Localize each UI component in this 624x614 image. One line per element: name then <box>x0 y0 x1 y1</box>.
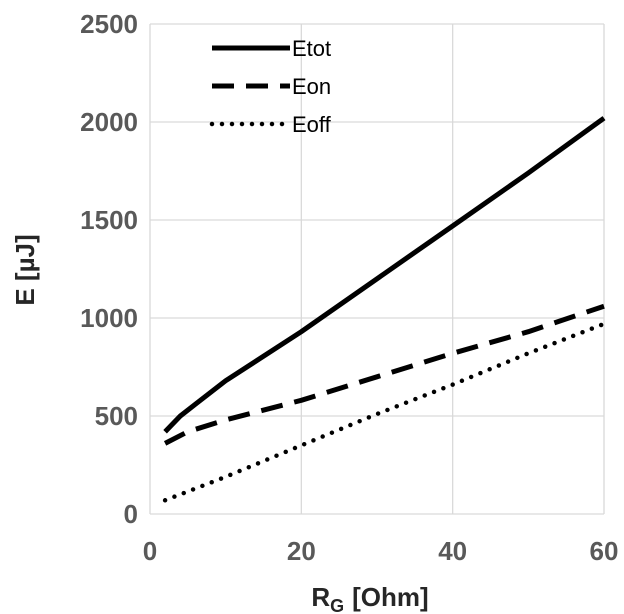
y-tick-label: 500 <box>95 401 138 431</box>
x-tick-label: 60 <box>590 536 619 566</box>
grid <box>149 23 605 515</box>
x-tick-label: 20 <box>287 536 316 566</box>
y-tick-label: 1500 <box>80 205 138 235</box>
x-axis-label: RG [Ohm] <box>311 582 428 614</box>
y-tick-label: 1000 <box>80 303 138 333</box>
y-tick-label: 2500 <box>80 9 138 39</box>
x-tick-label: 0 <box>143 536 157 566</box>
series-line-eon <box>163 303 605 446</box>
series-line-etot <box>163 116 606 434</box>
x-axis-label-main: R <box>311 582 330 612</box>
y-tick-label: 0 <box>124 499 138 529</box>
x-tick-labels: 0 20 40 60 <box>143 536 619 566</box>
series-lines <box>162 116 607 503</box>
legend-label-eon: Eon <box>292 74 331 99</box>
y-tick-labels: 0 500 1000 1500 2000 2500 <box>80 9 138 529</box>
y-axis-label: E [µJ] <box>10 234 40 305</box>
x-axis-label-unit: [Ohm] <box>352 582 429 612</box>
x-tick-label: 40 <box>438 536 467 566</box>
x-axis-label-subscript: G <box>330 596 344 614</box>
series-line-eoff <box>162 321 607 503</box>
y-tick-label: 2000 <box>80 107 138 137</box>
legend: Etot Eon Eoff <box>209 36 332 137</box>
legend-label-etot: Etot <box>292 36 331 61</box>
legend-label-eoff: Eoff <box>292 112 332 137</box>
